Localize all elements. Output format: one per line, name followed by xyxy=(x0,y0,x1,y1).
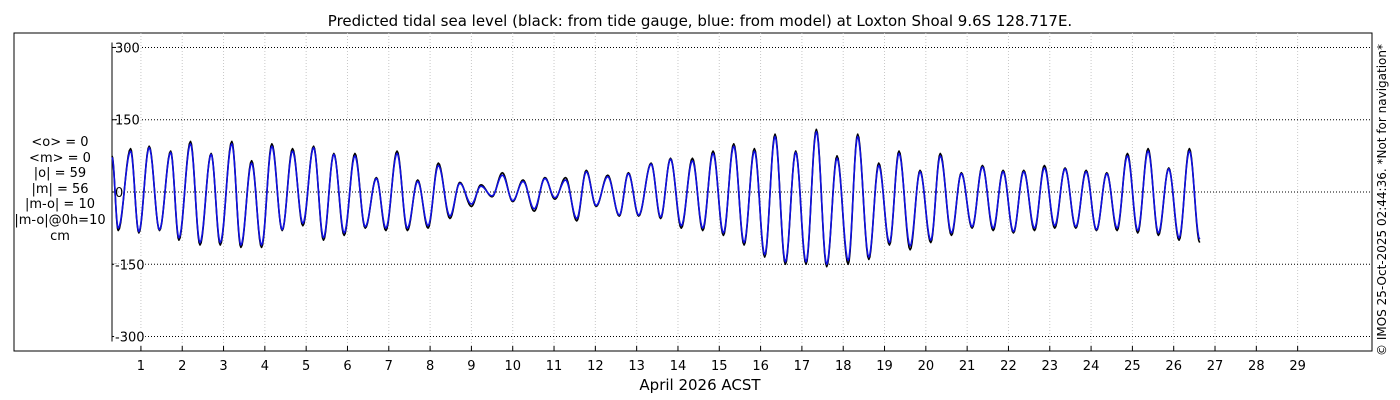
x-tick-label: 6 xyxy=(343,359,351,374)
stat-mean-model: <m> = 0 xyxy=(29,150,91,166)
x-tick-label: 7 xyxy=(385,359,393,374)
y-tick-label: 150 xyxy=(115,114,140,129)
x-tick-label: 26 xyxy=(1165,359,1182,374)
plot-frame xyxy=(13,32,1373,352)
x-tick-label: 23 xyxy=(1041,359,1058,374)
x-tick-label: 22 xyxy=(1000,359,1017,374)
stat-abs-difference: |m-o| = 10 xyxy=(24,197,95,213)
x-tick-label: 19 xyxy=(876,359,893,374)
x-tick-label: 28 xyxy=(1248,359,1265,374)
stat-mean-observed: <o> = 0 xyxy=(31,135,89,150)
copyright-note: © IMOS 25-Oct-2025 02:44:36. *Not for na… xyxy=(1375,44,1389,356)
stat-abs-difference-0h: |m-o|@0h=10 xyxy=(14,212,106,228)
x-tick-label: 12 xyxy=(587,359,604,374)
stat-unit: cm xyxy=(50,228,70,244)
x-tick-label: 16 xyxy=(752,359,769,374)
plot-area: 1 2 3 4 5 6 7 8 9 10 11 12 13 14 15 16 17 18 19 20 21 22 23 24 2… xyxy=(13,32,1373,374)
stat-abs-observed: |o| = 59 xyxy=(33,166,87,182)
x-tick-label: 25 xyxy=(1124,359,1141,374)
x-tick-label: 10 xyxy=(504,359,521,374)
x-tick-label: 14 xyxy=(670,359,687,374)
x-tick-label: 5 xyxy=(302,359,310,374)
y-tick-label: -150 xyxy=(115,258,145,273)
x-tick-label: 24 xyxy=(1083,359,1100,374)
x-tick-label: 2 xyxy=(178,359,186,374)
statistics-panel: <o> = 0 <m> = 0 |o| = 59 |m| = 56 |m-o| … xyxy=(8,135,112,244)
x-tick-label: 1 xyxy=(137,359,145,374)
series-model-line xyxy=(111,130,1201,266)
x-tick-label: 27 xyxy=(1207,359,1224,374)
x-tick-label: 15 xyxy=(711,359,728,374)
chart-title: Predicted tidal sea level (black: from t… xyxy=(328,12,1072,30)
x-tick-label: 11 xyxy=(546,359,563,374)
x-tick-label: 17 xyxy=(794,359,811,374)
x-tick-label: 9 xyxy=(467,359,475,374)
x-axis-label: April 2026 ACST xyxy=(639,376,761,394)
x-tick-label: 4 xyxy=(261,359,269,374)
x-tick-label: 8 xyxy=(426,359,434,374)
y-tick-label: 0 xyxy=(115,186,123,201)
y-tick-label: -300 xyxy=(115,331,145,346)
x-tick-label: 18 xyxy=(835,359,852,374)
x-tick-label: 3 xyxy=(219,359,227,374)
stat-abs-model: |m| = 56 xyxy=(31,181,89,197)
x-tick-label: 21 xyxy=(959,359,976,374)
x-tick-label: 29 xyxy=(1289,359,1306,374)
x-tick-label: 13 xyxy=(628,359,645,374)
y-tick-label: 300 xyxy=(115,41,140,56)
x-tick-label: 20 xyxy=(918,359,935,374)
